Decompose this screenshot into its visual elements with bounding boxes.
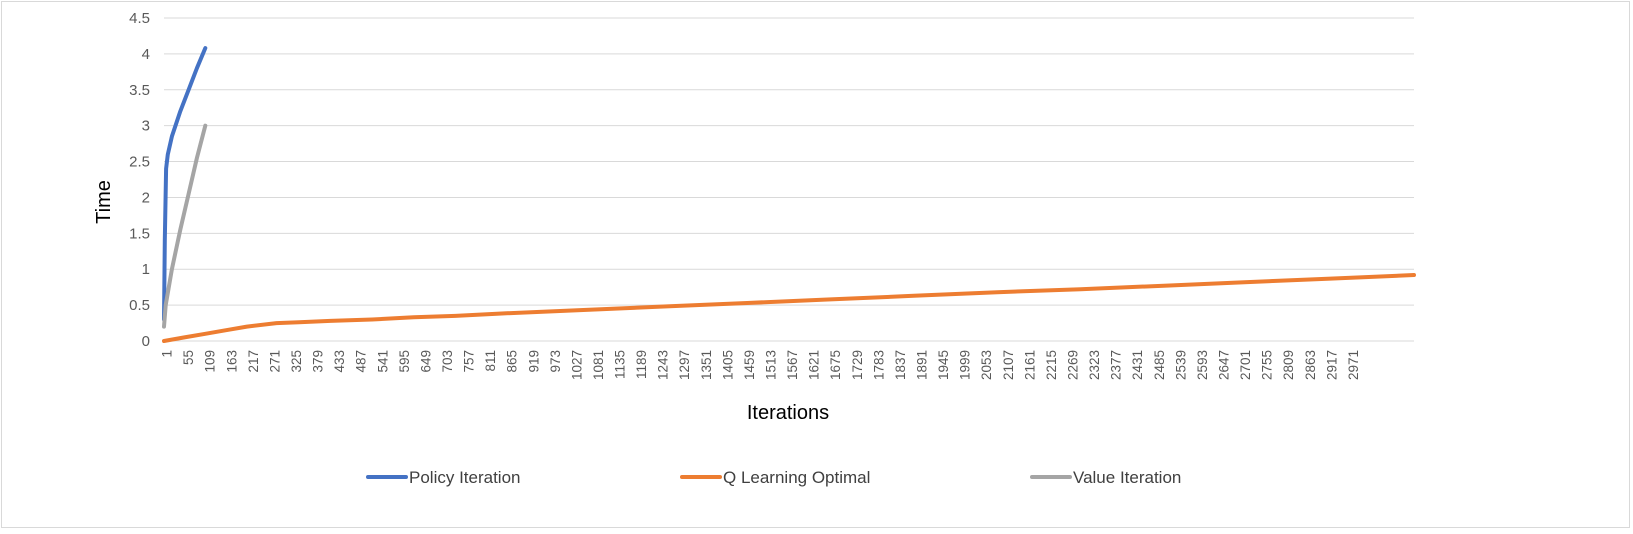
y-axis-ticks: 0 0.5 1 1.5 2 2.5 3 3.5 4 4.5 <box>129 10 150 350</box>
x-tick-label: 1405 <box>720 350 735 380</box>
x-axis-ticks: 1 55 109 163 217 271 325 379 433 487 541 595 649 703 7… <box>160 350 1361 380</box>
y-tick-label: 0.5 <box>129 297 150 314</box>
x-tick-label: 325 <box>289 350 304 373</box>
x-tick-label: 2269 <box>1066 350 1081 380</box>
x-tick-label: 1675 <box>828 350 843 380</box>
x-tick-label: 163 <box>224 350 239 373</box>
series-line-2 <box>162 123 208 329</box>
series-line-1 <box>162 273 1416 343</box>
x-tick-label: 2647 <box>1216 350 1231 380</box>
x-tick-label: 433 <box>332 350 347 373</box>
x-tick-label: 1351 <box>699 350 714 380</box>
x-tick-label: 1135 <box>613 350 628 379</box>
x-tick-label: 55 <box>181 350 196 365</box>
x-tick-label: 2107 <box>1001 350 1016 380</box>
x-tick-label: 2971 <box>1346 350 1361 380</box>
x-tick-label: 2215 <box>1044 350 1059 380</box>
x-tick-label: 703 <box>440 350 455 373</box>
x-tick-label: 1513 <box>764 350 779 380</box>
x-tick-label: 541 <box>375 350 390 373</box>
y-tick-label: 2 <box>142 189 150 206</box>
legend-label: Value Iteration <box>1073 468 1181 487</box>
x-tick-label: 1999 <box>958 350 973 380</box>
x-tick-label: 649 <box>418 350 433 373</box>
x-tick-label: 2485 <box>1152 350 1167 380</box>
x-tick-label: 1945 <box>936 350 951 380</box>
legend-label: Q Learning Optimal <box>723 468 870 487</box>
x-tick-label: 1459 <box>742 350 757 380</box>
x-tick-label: 2917 <box>1324 350 1339 380</box>
x-tick-label: 1 <box>160 350 175 358</box>
y-tick-label: 4.5 <box>129 10 150 27</box>
x-tick-label: 2053 <box>979 350 994 380</box>
y-tick-label: 3.5 <box>129 82 150 99</box>
x-tick-label: 217 <box>246 350 261 373</box>
x-tick-label: 2755 <box>1260 350 1275 380</box>
x-tick-label: 2431 <box>1130 350 1145 380</box>
x-tick-label: 1081 <box>591 350 606 380</box>
x-axis-title: Iterations <box>747 402 829 424</box>
x-tick-label: 973 <box>548 350 563 373</box>
y-tick-label: 2.5 <box>129 154 150 171</box>
x-tick-label: 109 <box>203 350 218 373</box>
x-tick-label: 2323 <box>1087 350 1102 380</box>
x-tick-label: 1297 <box>677 350 692 380</box>
x-tick-label: 1729 <box>850 350 865 380</box>
x-tick-label: 865 <box>505 350 520 373</box>
x-tick-label: 2701 <box>1238 350 1253 380</box>
x-tick-label: 1567 <box>785 350 800 380</box>
x-tick-label: 379 <box>311 350 326 373</box>
x-tick-label: 1783 <box>871 350 886 380</box>
x-tick-label: 919 <box>526 350 541 373</box>
x-tick-label: 2539 <box>1173 350 1188 380</box>
x-tick-label: 487 <box>354 350 369 373</box>
y-tick-label: 1.5 <box>129 225 150 242</box>
legend-label: Policy Iteration <box>409 468 521 487</box>
x-tick-label: 271 <box>267 350 282 373</box>
x-tick-label: 1243 <box>656 350 671 380</box>
x-tick-label: 1891 <box>915 350 930 380</box>
y-tick-label: 4 <box>142 46 150 63</box>
x-tick-label: 1027 <box>569 350 584 380</box>
x-tick-label: 595 <box>397 350 412 373</box>
legend: Policy Iteration Q Learning Optimal Value … <box>366 468 1181 487</box>
y-tick-label: 0 <box>142 333 150 350</box>
x-tick-label: 1837 <box>893 350 908 380</box>
x-tick-label: 2161 <box>1022 350 1037 380</box>
x-tick-label: 811 <box>483 350 498 372</box>
gridlines <box>164 17 1414 342</box>
x-tick-label: 1621 <box>807 350 822 380</box>
series-lines <box>162 46 1416 343</box>
x-tick-label: 1189 <box>634 350 649 379</box>
y-tick-label: 1 <box>142 261 150 278</box>
x-tick-label: 2377 <box>1109 350 1124 380</box>
x-tick-label: 757 <box>462 350 477 373</box>
x-tick-label: 2863 <box>1303 350 1318 380</box>
x-tick-label: 2593 <box>1195 350 1210 380</box>
x-tick-label: 2809 <box>1281 350 1296 380</box>
series-line-0 <box>162 46 208 322</box>
y-axis-title: Time <box>93 180 115 224</box>
y-tick-label: 3 <box>142 118 150 135</box>
